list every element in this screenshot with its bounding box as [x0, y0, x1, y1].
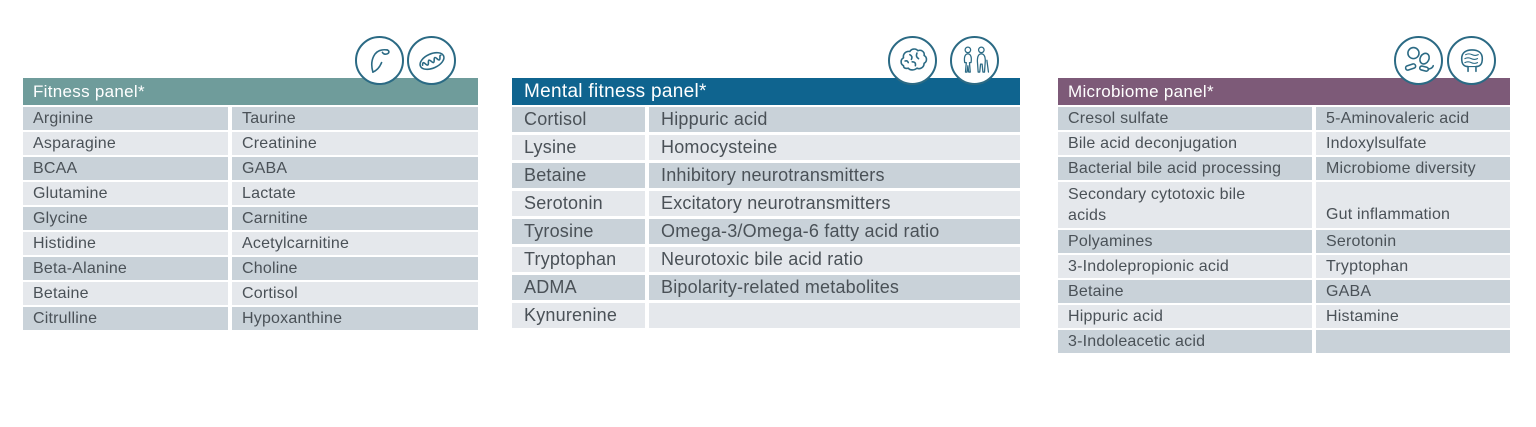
panel-fitness-header: Fitness panel* — [23, 78, 478, 105]
metabolite-cell: Arginine — [23, 107, 228, 130]
metabolite-cell: Secondary cytotoxic bile acids — [1058, 182, 1312, 228]
table-row: Arginine Taurine — [23, 107, 478, 130]
metabolite-cell: Carnitine — [232, 207, 478, 230]
metabolite-cell: 3-Indolepropionic acid — [1058, 255, 1312, 278]
metabolite-cell: Tryptophan — [1316, 255, 1510, 278]
metabolite-cell: Creatinine — [232, 132, 478, 155]
panel-title: Fitness panel* — [33, 81, 145, 101]
metabolite-cell: Polyamines — [1058, 230, 1312, 253]
panel-title: Mental fitness panel* — [524, 80, 707, 102]
panel-fitness: Fitness panel* Arginine Taurine Asparagine… — [23, 0, 478, 427]
metabolite-cell: Bile acid deconjugation — [1058, 132, 1312, 155]
metabolite-cell: 5-Aminovaleric acid — [1316, 107, 1510, 130]
metabolite-cell: Taurine — [232, 107, 478, 130]
metabolite-cell — [649, 303, 1020, 328]
metabolite-cell: Cortisol — [512, 107, 645, 132]
metabolite-cell: Hippuric acid — [1058, 305, 1312, 328]
mitochondria-icon — [407, 36, 456, 85]
table-row: Polyamines Serotonin — [1058, 230, 1510, 253]
table-row: Betaine Inhibitory neurotransmitters — [512, 163, 1020, 188]
table-row: Cortisol Hippuric acid — [512, 107, 1020, 132]
metabolite-cell: Beta-Alanine — [23, 257, 228, 280]
muscle-arm-icon — [355, 36, 404, 85]
table-row: Citrulline Hypoxanthine — [23, 307, 478, 330]
metabolite-cell: Inhibitory neurotransmitters — [649, 163, 1020, 188]
metabolite-cell: Bipolarity-related metabolites — [649, 275, 1020, 300]
panel-mental-fitness-table: Cortisol Hippuric acid Lysine Homocysteine B… — [512, 107, 1020, 331]
table-row: Betaine GABA — [1058, 280, 1510, 303]
table-row: Beta-Alanine Choline — [23, 257, 478, 280]
metabolite-cell — [1316, 330, 1510, 353]
table-row: Betaine Cortisol — [23, 282, 478, 305]
metabolite-cell: Cresol sulfate — [1058, 107, 1312, 130]
table-row: Serotonin Excitatory neurotransmitters — [512, 191, 1020, 216]
table-row: Secondary cytotoxic bile acids Gut inflam… — [1058, 182, 1510, 228]
metabolite-cell: Tryptophan — [512, 247, 645, 272]
intestine-icon — [1447, 36, 1496, 85]
table-row: 3-Indolepropionic acid Tryptophan — [1058, 255, 1510, 278]
table-row: Hippuric acid Histamine — [1058, 305, 1510, 328]
metabolite-cell: Serotonin — [512, 191, 645, 216]
brain-icon — [888, 36, 937, 85]
metabolite-cell: GABA — [232, 157, 478, 180]
table-row: Tryptophan Neurotoxic bile acid ratio — [512, 247, 1020, 272]
table-row: Bile acid deconjugation Indoxylsulfate — [1058, 132, 1510, 155]
metabolite-cell: Choline — [232, 257, 478, 280]
metabolite-cell: Betaine — [23, 282, 228, 305]
table-row: Bacterial bile acid processing Microbiome… — [1058, 157, 1510, 180]
table-row: Cresol sulfate 5-Aminovaleric acid — [1058, 107, 1510, 130]
metabolite-cell: GABA — [1316, 280, 1510, 303]
metabolite-cell: Tyrosine — [512, 219, 645, 244]
panel-mental-fitness-header: Mental fitness panel* — [512, 78, 1020, 105]
metabolite-cell: Histamine — [1316, 305, 1510, 328]
metabolite-cell: Citrulline — [23, 307, 228, 330]
metabolite-cell: Glutamine — [23, 182, 228, 205]
metabolite-cell: Hypoxanthine — [232, 307, 478, 330]
metabolite-cell: Histidine — [23, 232, 228, 255]
metabolite-cell: Excitatory neurotransmitters — [649, 191, 1020, 216]
metabolite-cell: Cortisol — [232, 282, 478, 305]
table-row: 3-Indoleacetic acid — [1058, 330, 1510, 353]
panel-microbiome-table: Cresol sulfate 5-Aminovaleric acid Bile ac… — [1058, 107, 1510, 355]
metabolite-cell: Microbiome diversity — [1316, 157, 1510, 180]
metabolite-cell: Kynurenine — [512, 303, 645, 328]
metabolite-cell: Lysine — [512, 135, 645, 160]
metabolite-cell: Homocysteine — [649, 135, 1020, 160]
metabolite-cell: Betaine — [512, 163, 645, 188]
table-row: Kynurenine — [512, 303, 1020, 328]
microbes-icon — [1394, 36, 1443, 85]
panel-mental-fitness: Mental fitness panel* Cortisol Hippuric a… — [512, 0, 1020, 427]
panel-fitness-table: Arginine Taurine Asparagine Creatinine BCAA G… — [23, 107, 478, 332]
table-row: Lysine Homocysteine — [512, 135, 1020, 160]
metabolite-cell: Neurotoxic bile acid ratio — [649, 247, 1020, 272]
panel-microbiome: Microbiome panel* Cresol sulfate 5-Aminov… — [1058, 0, 1510, 427]
metabolite-cell: Bacterial bile acid processing — [1058, 157, 1312, 180]
metabolite-cell: Betaine — [1058, 280, 1312, 303]
metabolite-cell: BCAA — [23, 157, 228, 180]
metabolite-cell: 3-Indoleacetic acid — [1058, 330, 1312, 353]
table-row: Glycine Carnitine — [23, 207, 478, 230]
metabolite-cell: Omega-3/Omega-6 fatty acid ratio — [649, 219, 1020, 244]
aging-people-icon — [950, 36, 999, 85]
metabolite-cell: Lactate — [232, 182, 478, 205]
panel-title: Microbiome panel* — [1068, 81, 1214, 101]
panel-microbiome-header: Microbiome panel* — [1058, 78, 1510, 105]
table-row: Tyrosine Omega-3/Omega-6 fatty acid ratio — [512, 219, 1020, 244]
metabolite-cell: Serotonin — [1316, 230, 1510, 253]
table-row: Histidine Acetylcarnitine — [23, 232, 478, 255]
metabolite-cell: ADMA — [512, 275, 645, 300]
table-row: Glutamine Lactate — [23, 182, 478, 205]
table-row: BCAA GABA — [23, 157, 478, 180]
table-row: ADMA Bipolarity-related metabolites — [512, 275, 1020, 300]
metabolite-cell: Asparagine — [23, 132, 228, 155]
metabolite-cell: Gut inflammation — [1316, 182, 1510, 228]
metabolite-cell: Hippuric acid — [649, 107, 1020, 132]
metabolite-cell: Indoxylsulfate — [1316, 132, 1510, 155]
table-row: Asparagine Creatinine — [23, 132, 478, 155]
metabolite-cell: Glycine — [23, 207, 228, 230]
metabolite-cell: Acetylcarnitine — [232, 232, 478, 255]
